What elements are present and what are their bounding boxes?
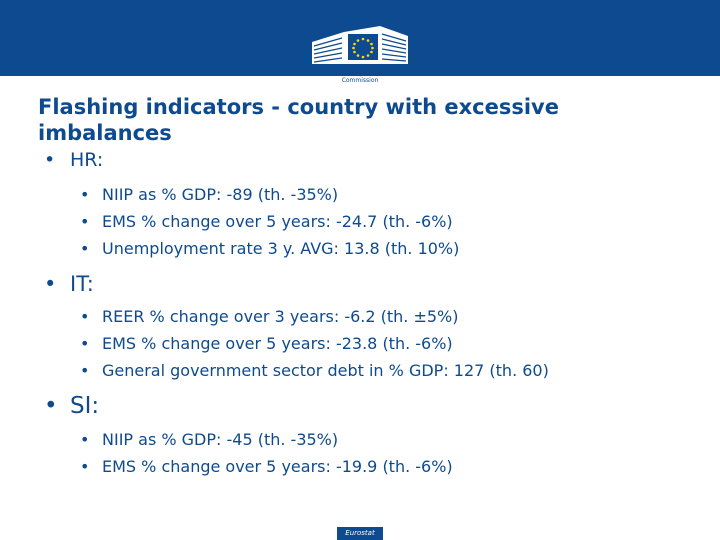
indicator-list-si: • NIIP as % GDP: -45 (th. -35%) • EMS % ch…	[80, 426, 453, 480]
logo-line-2: Commission	[341, 77, 379, 84]
bullet-icon: •	[80, 212, 90, 231]
list-item: • EMS % change over 5 years: -24.7 (th. -…	[80, 208, 459, 235]
list-item: • NIIP as % GDP: -45 (th. -35%)	[80, 426, 453, 453]
logo-line-1: European	[345, 70, 375, 77]
bullet-icon: •	[80, 185, 90, 204]
list-item: • Unemployment rate 3 y. AVG: 13.8 (th. 1…	[80, 235, 459, 262]
indicator-text: NIIP as % GDP: -45 (th. -35%)	[102, 430, 339, 449]
list-item: • EMS % change over 5 years: -23.8 (th. -…	[80, 330, 549, 357]
eurostat-badge: Eurostat	[337, 527, 383, 540]
indicator-text: EMS % change over 5 years: -19.9 (th. -6…	[102, 457, 453, 476]
page-title: Flashing indicators - country with exces…	[38, 94, 698, 146]
country-heading-it: • IT:	[44, 272, 94, 296]
indicator-text: Unemployment rate 3 y. AVG: 13.8 (th. 10…	[102, 239, 460, 258]
list-item: • NIIP as % GDP: -89 (th. -35%)	[80, 181, 459, 208]
bullet-icon: •	[80, 457, 90, 476]
list-item: • EMS % change over 5 years: -19.9 (th. -…	[80, 453, 453, 480]
indicator-text: EMS % change over 5 years: -23.8 (th. -6…	[102, 334, 453, 353]
indicator-list-hr: • NIIP as % GDP: -89 (th. -35%) • EMS % ch…	[80, 181, 459, 262]
country-heading-si: • SI:	[44, 393, 99, 419]
bullet-icon: •	[80, 430, 90, 449]
indicator-text: General government sector debt in % GDP:…	[102, 361, 549, 380]
logo-caption: European Commission	[304, 70, 416, 84]
list-item: • REER % change over 3 years: -6.2 (th. ±…	[80, 303, 549, 330]
country-heading-hr: • HR:	[44, 149, 103, 171]
bullet-icon: •	[80, 307, 90, 326]
title-line-2: imbalances	[38, 121, 172, 145]
indicator-text: REER % change over 3 years: -6.2 (th. ±5…	[102, 307, 459, 326]
indicator-text: NIIP as % GDP: -89 (th. -35%)	[102, 185, 339, 204]
bullet-icon: •	[80, 334, 90, 353]
country-label: IT:	[70, 272, 94, 296]
bullet-icon: •	[44, 149, 56, 171]
bullet-icon: •	[80, 361, 90, 380]
list-item: • General government sector debt in % GDP…	[80, 357, 549, 384]
country-label: SI:	[70, 393, 100, 419]
bullet-icon: •	[80, 239, 90, 258]
indicator-list-it: • REER % change over 3 years: -6.2 (th. ±…	[80, 303, 549, 384]
indicator-text: EMS % change over 5 years: -24.7 (th. -6…	[102, 212, 453, 231]
building-logo-icon	[310, 26, 410, 66]
european-commission-logo: European Commission	[304, 12, 416, 104]
bullet-icon: •	[44, 393, 58, 419]
title-line-1: Flashing indicators - country with exces…	[38, 95, 559, 119]
country-label: HR:	[70, 149, 104, 171]
bullet-icon: •	[44, 272, 57, 296]
